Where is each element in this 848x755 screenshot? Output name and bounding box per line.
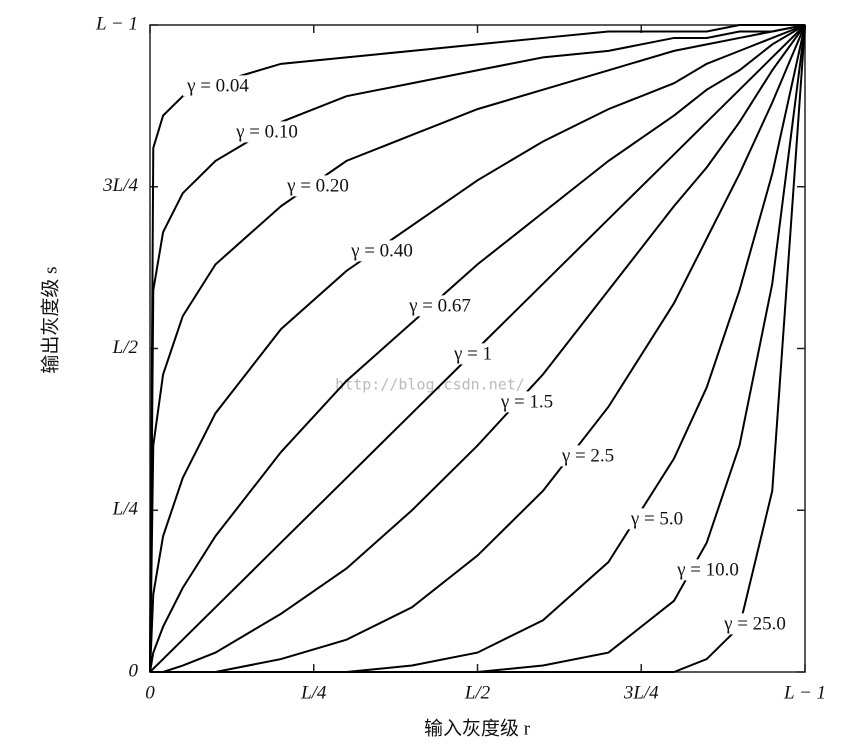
y-axis-label: 输出灰度级 s <box>39 266 61 373</box>
gamma-curve <box>149 24 806 673</box>
curve-label: γ = 0.10 <box>235 121 298 142</box>
gamma-curve <box>149 24 806 673</box>
label-background <box>347 240 416 262</box>
y-tick-label: L/2 <box>112 337 139 358</box>
curve-label: γ = 1 <box>453 343 492 364</box>
curve-label: γ = 0.20 <box>286 175 349 196</box>
curve-label: γ = 0.04 <box>186 75 249 96</box>
label-background <box>673 559 742 581</box>
y-tick-label: 0 <box>129 660 139 681</box>
x-tick-label: 0 <box>145 682 155 703</box>
curve-label: γ = 0.40 <box>350 240 413 261</box>
x-tick-label: L/4 <box>300 682 327 703</box>
label-background <box>720 613 789 635</box>
y-tick-label: L/4 <box>112 499 139 520</box>
gamma-curve <box>149 24 806 673</box>
y-tick-label: L − 1 <box>95 13 138 34</box>
x-tick-label: L/2 <box>464 682 491 703</box>
curve-label: γ = 25.0 <box>723 613 786 634</box>
gamma-curve <box>149 24 805 673</box>
gamma-curve <box>149 24 806 673</box>
watermark: http://blog.csdn.net/ <box>335 376 525 394</box>
label-background <box>626 508 687 530</box>
x-axis-label: 输入灰度级 r <box>424 717 531 739</box>
curve-label: γ = 2.5 <box>561 445 614 466</box>
curve-label: γ = 5.0 <box>630 508 683 529</box>
curve-label: γ = 0.67 <box>408 295 471 316</box>
gamma-curve <box>150 24 806 673</box>
label-background <box>283 175 352 197</box>
y-tick-label: 3L/4 <box>102 175 138 196</box>
x-tick-label: L − 1 <box>783 682 826 703</box>
curve-label: γ = 1.5 <box>500 391 553 412</box>
label-background <box>449 343 496 365</box>
label-background <box>183 75 253 97</box>
curve-label: γ = 10.0 <box>676 559 739 580</box>
label-background <box>557 445 618 467</box>
label-background <box>496 391 557 413</box>
label-background <box>405 295 474 317</box>
gamma-curve <box>150 24 806 673</box>
x-tick-label: 3L/4 <box>623 682 659 703</box>
label-background <box>232 121 301 143</box>
gamma-curve <box>149 24 806 673</box>
